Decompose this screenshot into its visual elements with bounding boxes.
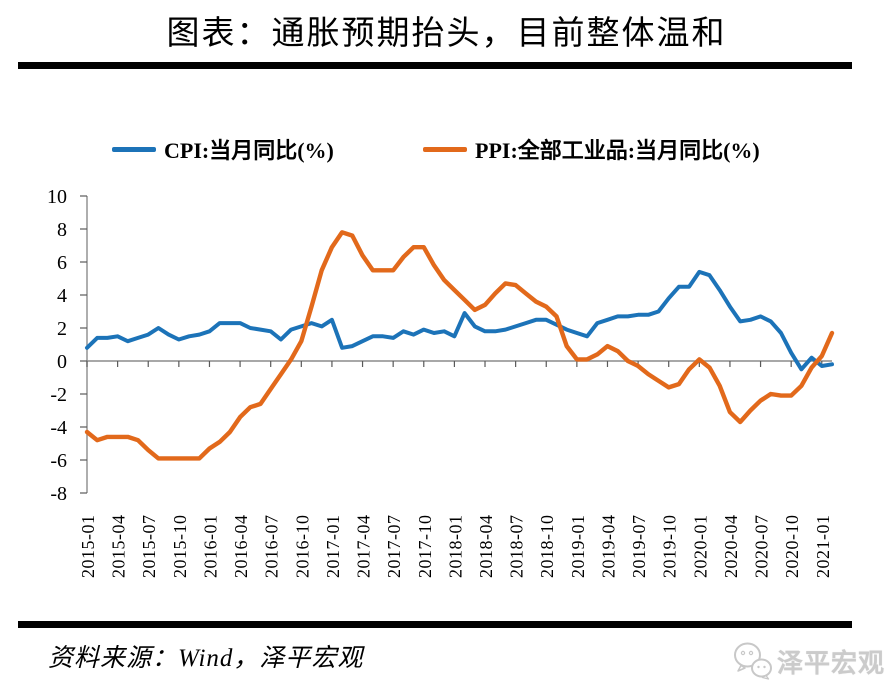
svg-text:2015-07: 2015-07 — [139, 515, 159, 579]
svg-text:2017-07: 2017-07 — [384, 515, 404, 579]
svg-text:2018-10: 2018-10 — [537, 515, 557, 579]
svg-text:2016-10: 2016-10 — [292, 515, 312, 579]
series-lines — [84, 230, 835, 461]
svg-text:4: 4 — [57, 285, 67, 307]
svg-text:2015-04: 2015-04 — [109, 515, 129, 579]
svg-text:2019-10: 2019-10 — [660, 515, 680, 579]
svg-text:2017-10: 2017-10 — [415, 515, 435, 579]
watermark: 泽平宏观 — [733, 642, 885, 680]
chat-bubbles-icon — [734, 642, 772, 680]
svg-text:-2: -2 — [50, 384, 67, 406]
svg-text:2019-01: 2019-01 — [568, 515, 588, 579]
source-note: 资料来源：Wind，泽平宏观 — [48, 645, 364, 672]
svg-text:2018-01: 2018-01 — [445, 515, 465, 579]
svg-text:-6: -6 — [50, 450, 67, 472]
svg-text:2015-10: 2015-10 — [170, 515, 190, 579]
legend-item-ppi: PPI:全部工业品:当月同比(%) — [423, 136, 760, 163]
watermark-label: 泽平宏观 — [777, 648, 886, 678]
top-divider-bar — [18, 62, 852, 69]
y-axis-labels: -8 -6 -4 -2 0 2 4 6 8 10 — [47, 186, 67, 505]
svg-text:0: 0 — [57, 351, 67, 373]
svg-text:2020-10: 2020-10 — [782, 515, 802, 579]
cpi-legend-swatch — [112, 146, 156, 152]
svg-text:2019-04: 2019-04 — [598, 515, 618, 579]
ppi-legend-swatch — [423, 146, 467, 152]
svg-text:2018-07: 2018-07 — [507, 515, 527, 579]
x-axis-labels: 2015-01 2015-04 2015-07 2015-10 2016-01 2016-… — [78, 515, 833, 579]
cpi-line — [85, 269, 834, 372]
svg-text:2016-07: 2016-07 — [262, 515, 282, 579]
svg-text:2017-01: 2017-01 — [323, 515, 343, 579]
svg-text:10: 10 — [47, 186, 67, 208]
legend-item-cpi: CPI:当月同比(%) — [112, 136, 334, 163]
svg-text:2020-07: 2020-07 — [752, 515, 772, 579]
svg-text:2019-07: 2019-07 — [629, 515, 649, 579]
svg-text:6: 6 — [57, 252, 67, 274]
svg-text:2020-01: 2020-01 — [690, 515, 710, 579]
chart-title: 图表：通胀预期抬头，目前整体温和 — [166, 16, 727, 52]
ppi-line — [84, 230, 835, 461]
svg-text:2016-01: 2016-01 — [200, 515, 220, 579]
cpi-legend-label: CPI:当月同比(%) — [164, 138, 334, 163]
svg-text:2015-01: 2015-01 — [78, 515, 98, 579]
ppi-legend-label: PPI:全部工业品:当月同比(%) — [475, 138, 760, 163]
axes — [80, 195, 832, 494]
svg-text:2020-04: 2020-04 — [721, 515, 741, 579]
svg-text:2017-04: 2017-04 — [354, 515, 374, 579]
svg-text:2: 2 — [57, 318, 67, 340]
bottom-divider-bar — [18, 621, 852, 628]
svg-text:8: 8 — [57, 219, 67, 241]
svg-text:2016-04: 2016-04 — [231, 515, 251, 579]
svg-text:2018-04: 2018-04 — [476, 515, 496, 579]
svg-text:-4: -4 — [50, 417, 67, 439]
svg-text:-8: -8 — [50, 483, 67, 505]
svg-text:2021-01: 2021-01 — [813, 515, 833, 579]
